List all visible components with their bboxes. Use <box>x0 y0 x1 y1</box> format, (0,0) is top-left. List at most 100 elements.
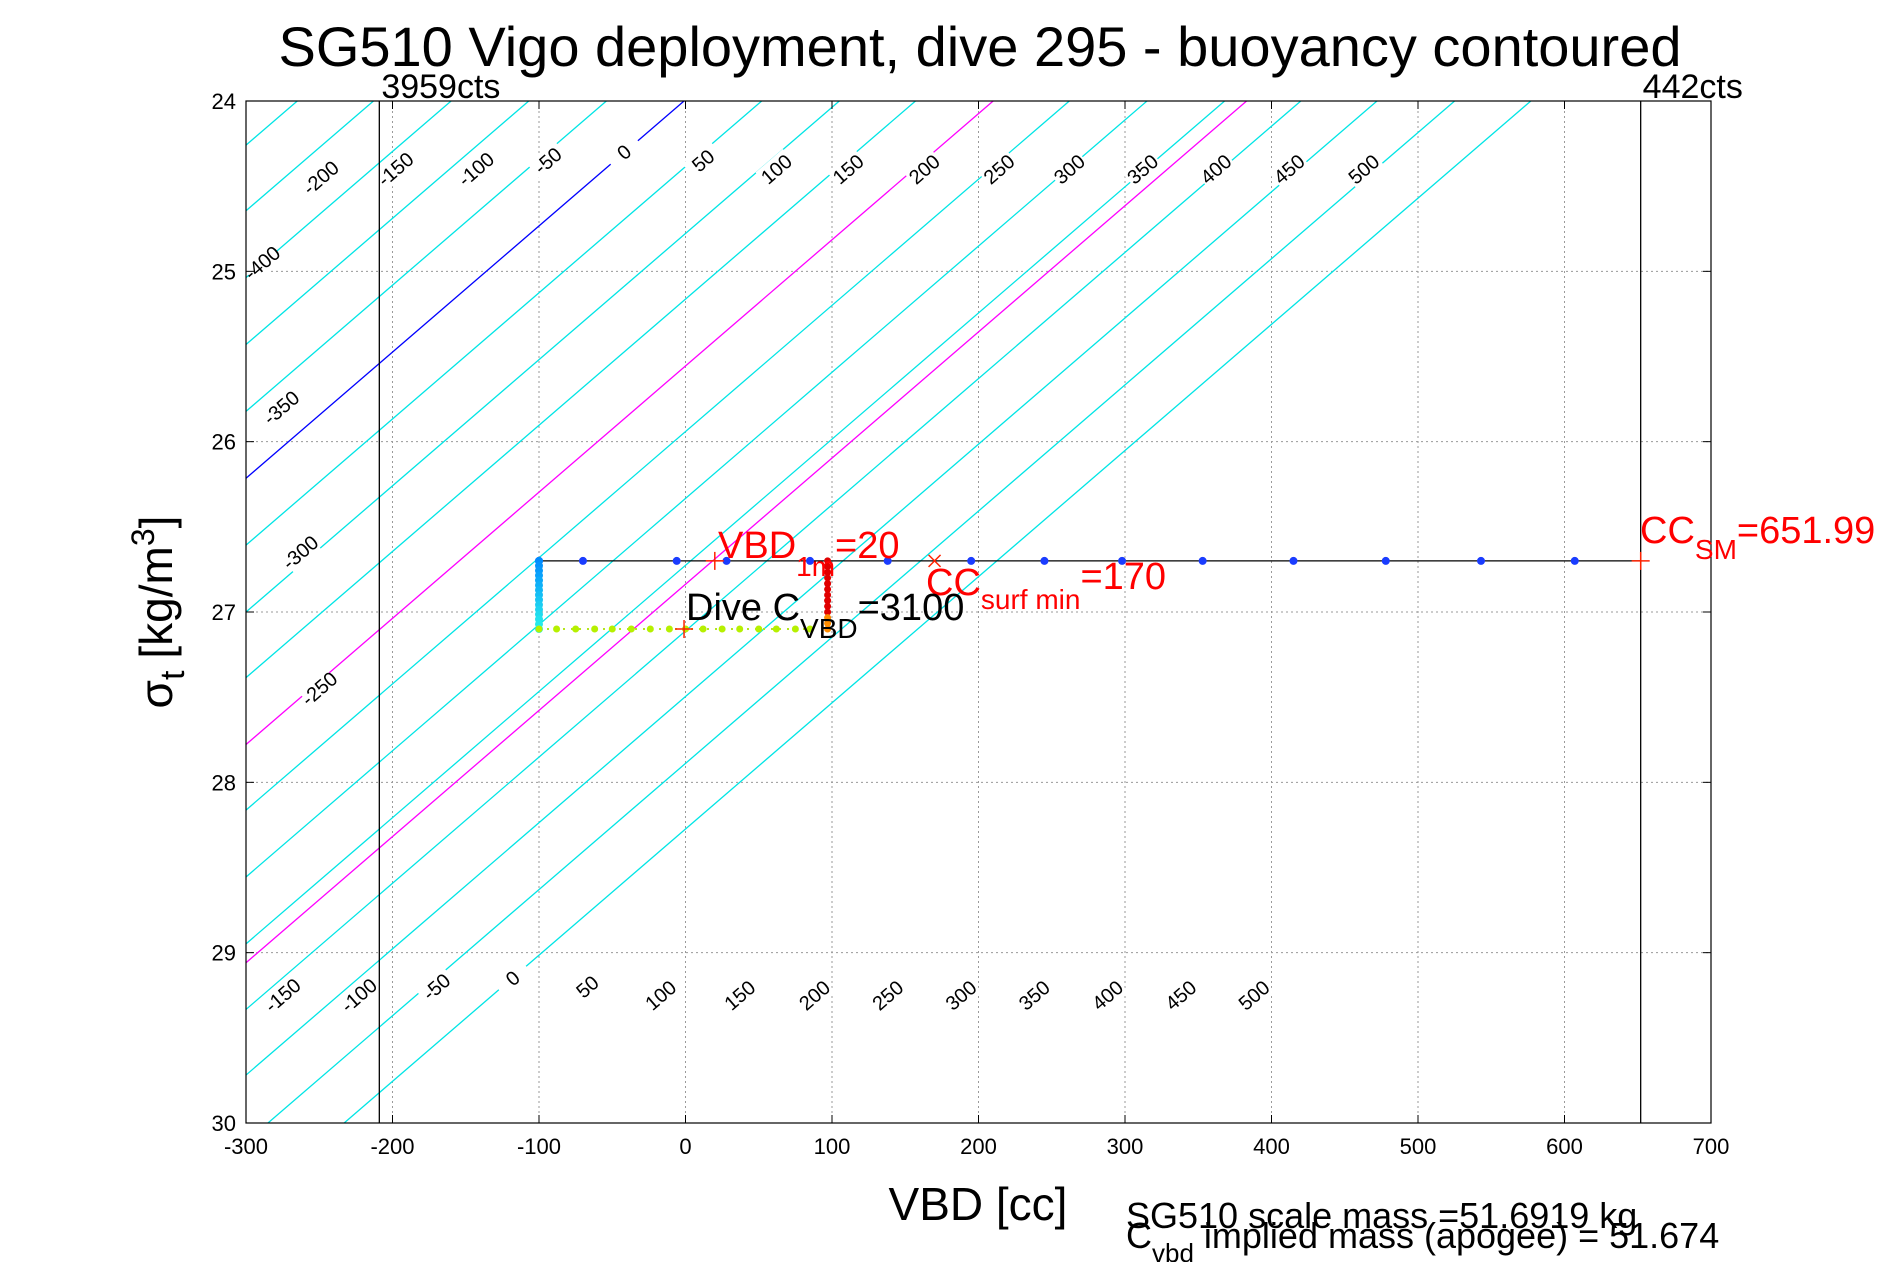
x-tick-label: 100 <box>814 1134 851 1159</box>
contour-label-top-bg <box>1268 149 1310 190</box>
contour-label-bottom-bg <box>866 975 909 1016</box>
contour-label-bottom-bg <box>1086 975 1129 1016</box>
contour-label-top-bg <box>755 149 798 190</box>
apogee-column-point <box>824 585 832 593</box>
contour-label-top-bg <box>1195 149 1237 190</box>
contour-label-bottom-bg <box>491 958 534 999</box>
contour-label-top-bg <box>455 149 497 190</box>
cc-sm-annotation: CCSM=651.99 <box>1640 510 1875 565</box>
bottom-point <box>665 625 673 633</box>
contour-label-bottom-bg <box>261 975 304 1016</box>
y-label-close: ] <box>130 516 182 529</box>
x-tick-label: 200 <box>960 1134 997 1159</box>
bottom-point <box>806 625 814 633</box>
contour-label-bottom-bg <box>1159 975 1202 1016</box>
x-tick-label: 500 <box>1400 1134 1437 1159</box>
contour-label-top-bg <box>1121 149 1164 190</box>
limit-lines: 3959cts 442cts <box>378 68 1743 1123</box>
bottom-point <box>736 625 744 633</box>
contour-label-bottom-bg <box>566 966 609 1007</box>
contour-line <box>343 101 1532 1123</box>
contour-line <box>246 101 685 480</box>
apogee-column-point <box>824 574 832 582</box>
dive-data <box>535 551 1650 639</box>
apogee-column-point <box>824 563 832 571</box>
y-label-sigma: σ <box>130 680 182 708</box>
apogee-column-point <box>824 608 832 616</box>
bottom-point <box>699 625 707 633</box>
y-axis-label: σt [kg/m3] <box>125 516 192 709</box>
contour-label-top-bg <box>827 149 869 190</box>
bottom-point <box>572 625 580 633</box>
y-tick-label: 30 <box>212 1111 236 1136</box>
bottom-point <box>772 625 780 633</box>
vbd-1m-main: VBD <box>718 525 796 567</box>
y-tick-label: 28 <box>212 770 236 795</box>
contour-label-top-bg <box>241 242 283 283</box>
y-tick-label: 29 <box>212 941 236 966</box>
cc-surf-sub: surf min <box>981 584 1081 615</box>
contour-label-top-bg <box>299 157 342 198</box>
apogee-column-point <box>824 597 832 605</box>
bottom-point <box>591 625 599 633</box>
cc-sm-main: CC <box>1640 510 1695 552</box>
surface-point <box>722 556 731 565</box>
y-label-sup: 3 <box>125 528 161 546</box>
apogee-column-point <box>824 568 832 576</box>
implied-rest: implied mass (apogee) = 51.674 <box>1194 1215 1719 1256</box>
surface-point <box>578 556 587 565</box>
contour-label-bottom-bg <box>793 975 836 1016</box>
contour-line <box>246 101 916 679</box>
apogee-column-point <box>824 580 832 588</box>
contour-label-top-bg <box>978 149 1020 190</box>
contour-line <box>246 101 1302 1011</box>
contour-line <box>246 101 1148 878</box>
x-tick-label: -200 <box>370 1134 414 1159</box>
contour-line <box>246 101 530 346</box>
cc-surf-value: =170 <box>1080 556 1166 598</box>
chart-title: SG510 Vigo deployment, dive 295 - buoyan… <box>278 15 1681 78</box>
x-tick-label: -300 <box>224 1134 268 1159</box>
dive-cvbd-sub: VBD <box>800 613 858 644</box>
contour-label-top-bg <box>298 668 341 709</box>
apogee-column-point <box>824 557 832 565</box>
contour-label-top-bg <box>526 140 569 181</box>
dive-cvbd-annotation: Dive CVBD=3100 <box>686 587 964 644</box>
vbd-1m-value: =20 <box>835 525 899 567</box>
surface-point <box>1198 556 1207 565</box>
contour-line-cc-surf-min <box>246 101 1248 964</box>
x-tick-label: -100 <box>517 1134 561 1159</box>
apogee-column-point <box>824 602 832 610</box>
bottom-point <box>553 625 561 633</box>
bottom-point <box>718 625 726 633</box>
contour-line <box>246 101 1070 811</box>
marker-x-b <box>928 554 942 568</box>
implied-sub: vbd <box>1152 1238 1194 1262</box>
contour-label-top-bg <box>903 149 946 190</box>
contour-line <box>246 101 1226 945</box>
apogee-column-point <box>824 619 832 627</box>
surface-point <box>1476 556 1485 565</box>
dive-cvbd-value: =3100 <box>858 587 965 629</box>
x-axis-label: VBD [cc] <box>889 1178 1068 1230</box>
contour-label-bottom-bg <box>337 975 380 1016</box>
surface-point <box>1570 556 1579 565</box>
dive-cvbd-main: Dive C <box>686 587 800 629</box>
implied-mass-text: Cvbd implied mass (apogee) = 51.674 <box>1126 1215 1719 1262</box>
surface-point <box>1118 556 1127 565</box>
max-limit-label: 442cts <box>1643 68 1743 106</box>
cc-surf-min-annotation: CCsurf min=170 <box>926 556 1166 615</box>
contour-label-bottom-bg <box>639 975 682 1016</box>
x-tick-label: 600 <box>1546 1134 1583 1159</box>
surface-point <box>1040 556 1049 565</box>
surface-point <box>967 556 976 565</box>
bottom-point <box>535 625 543 633</box>
y-label-sub: t <box>154 670 192 680</box>
apogee-column-point <box>824 614 832 622</box>
contour-label-top-bg <box>603 132 645 173</box>
contour-line <box>246 101 994 746</box>
x-tick-label: 700 <box>1693 1134 1730 1159</box>
bottom-point <box>791 625 799 633</box>
vbd-1m-annotation: VBD1m=20 <box>718 525 900 582</box>
